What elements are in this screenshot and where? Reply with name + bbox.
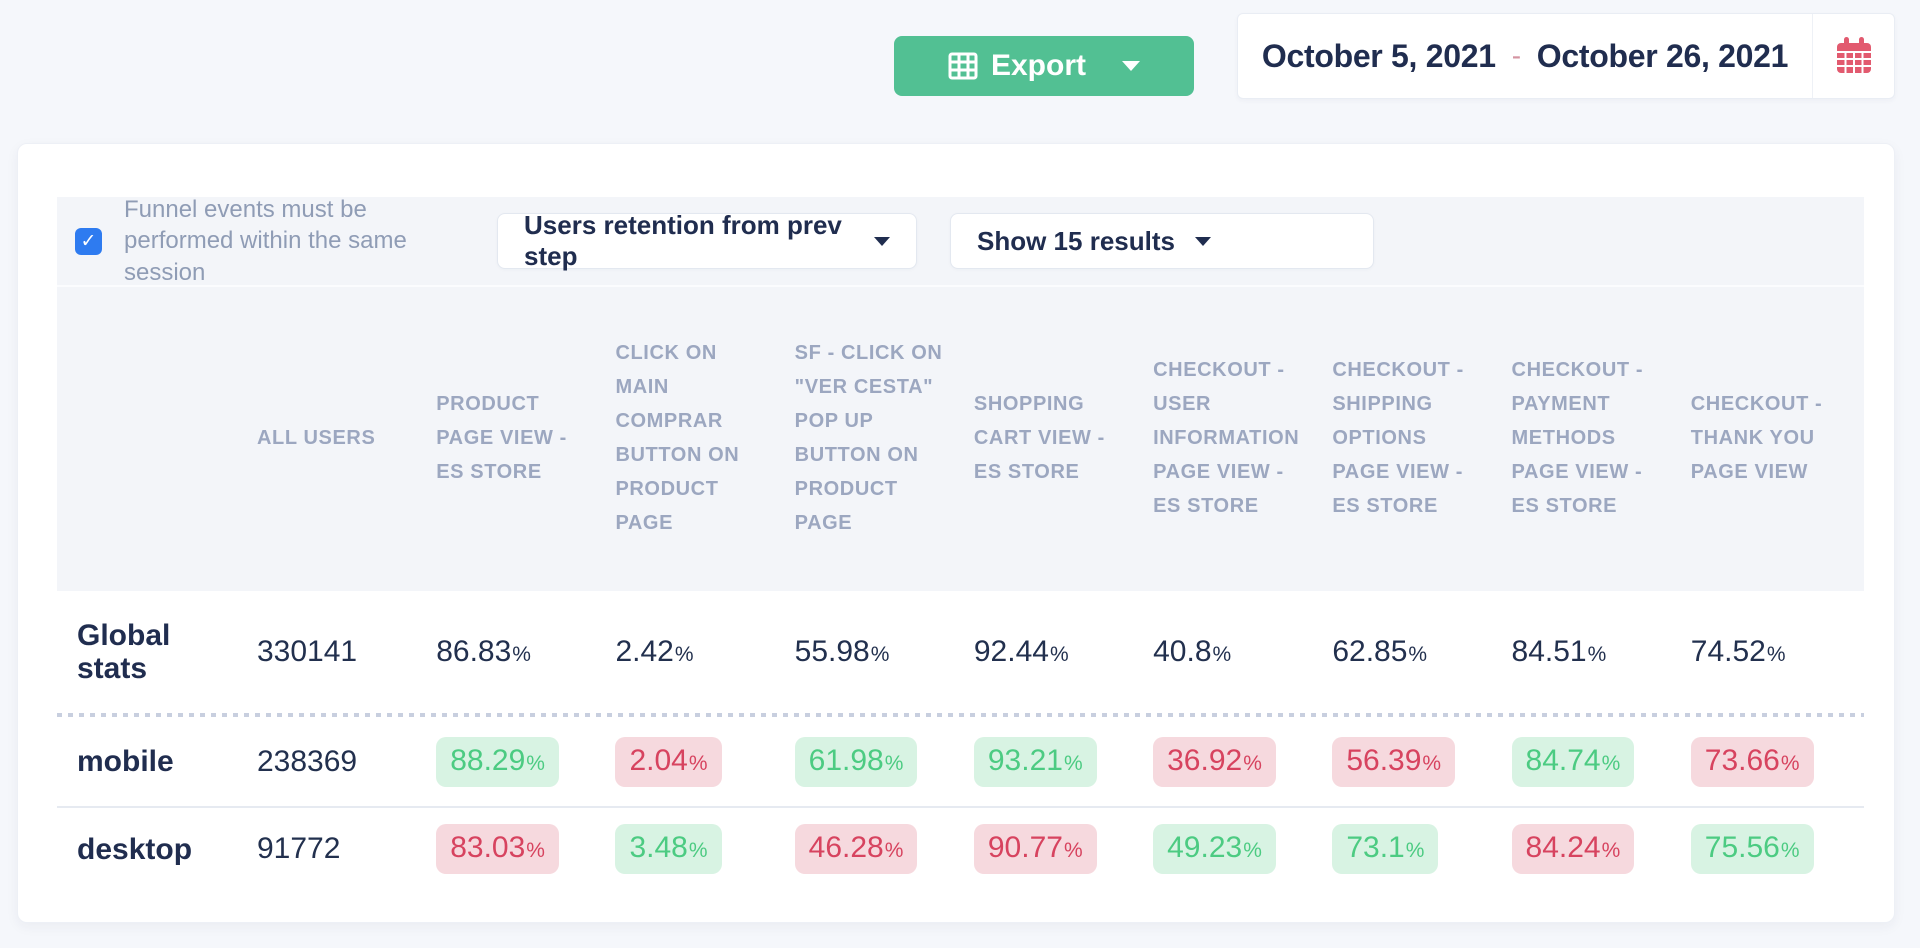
trend-badge-up: 73.1% [1332,824,1439,874]
row-label: desktop [77,832,193,866]
row-label: Global stats [77,619,171,685]
date-range-text: October 5, 2021 - October 26, 2021 [1238,14,1812,98]
calendar-icon-button[interactable] [1812,14,1894,98]
trend-badge-up: 84.74% [1511,736,1635,787]
trend-badge-up: 3.48% [615,824,722,874]
table-cell: 84.51% [1511,635,1607,668]
chevron-down-icon [1122,61,1140,71]
chevron-down-icon [874,236,890,246]
table-cell: 91772 [257,832,341,865]
table-cell: 86.83% [436,635,531,668]
same-session-checkbox[interactable]: ✓ [75,227,102,255]
table-cell: 46.28% [789,824,968,874]
table-cell: 238369 [257,744,358,778]
calendar-icon [1836,37,1871,73]
table-cell: 55.98% [794,635,890,668]
table-cell: 84.74% [1506,736,1685,787]
date-range-end: October 26, 2021 [1536,37,1789,74]
funnel-options-toolbar: ✓ Funnel events must be performed within… [57,195,1864,287]
trend-badge-down: 46.28% [794,824,918,874]
table-cell: 75.56% [1685,824,1864,874]
trend-badge-up: 88.29% [436,736,559,787]
row-label: mobile [77,745,174,778]
column-header: SHOPPING CART VIEW - ES STORE [973,393,1105,483]
column-header: CHECKOUT - SHIPPING OPTIONS PAGE VIEW - … [1332,359,1464,517]
trend-badge-down: 2.04% [615,736,722,787]
checkmark-icon: ✓ [80,230,97,252]
date-range-start: October 5, 2021 [1261,37,1496,74]
table-cell: 73.1% [1326,824,1505,874]
table-row-mobile: mobile 238369 88.29% 2.04% 61.98% 93.21% 36.92… [57,717,1864,806]
table-body: Global stats 330141 86.83% 2.42% 55.98% 92.44… [57,591,1864,890]
dotted-row-divider [57,713,1864,717]
table-cell: 56.39% [1326,736,1505,787]
retention-mode-value: Users retention from prev step [524,210,842,271]
chevron-down-icon [1194,236,1211,246]
column-header: SF - CLICK ON "VER CESTA" POP UP BUTTON … [794,342,943,534]
trend-badge-down: 84.24% [1511,824,1635,874]
trend-badge-up: 75.56% [1690,824,1814,874]
column-header: PRODUCT PAGE VIEW - ES STORE [436,393,567,483]
table-cell: 40.8% [1153,635,1232,668]
row-divider [57,806,1864,808]
column-header: CHECKOUT - THANK YOU PAGE VIEW [1690,393,1823,483]
table-cell: 2.04% [609,736,788,787]
table-grid-icon [948,52,978,80]
trend-badge-up: 61.98% [794,736,918,787]
table-cell: 49.23% [1147,824,1326,874]
trend-badge-down: 83.03% [436,824,559,874]
table-cell: 61.98% [789,736,968,787]
table-cell: 93.21% [968,736,1147,787]
table-cell: 73.66% [1685,736,1864,787]
trend-badge-down: 90.77% [973,824,1097,874]
table-row-desktop: desktop 91772 83.03% 3.48% 46.28% 90.77% 49.23… [57,808,1864,890]
table-cell: 36.92% [1147,736,1326,787]
results-count-select[interactable]: Show 15 results [950,213,1374,269]
trend-badge-up: 93.21% [973,736,1097,787]
table-cell: 62.85% [1332,635,1428,668]
date-range-separator: - [1511,40,1521,71]
table-cell: 74.52% [1690,635,1786,668]
table-row-global-stats: Global stats 330141 86.83% 2.42% 55.98% 92.44… [57,591,1864,713]
table-cell: 90.77% [968,824,1147,874]
table-cell: 83.03% [430,824,609,874]
table-cell: 88.29% [430,736,609,787]
date-range-picker[interactable]: October 5, 2021 - October 26, 2021 [1237,13,1895,99]
table-cell: 2.42% [615,635,694,668]
same-session-checkbox-label: Funnel events must be performed within t… [124,195,407,286]
trend-badge-up: 49.23% [1153,824,1276,874]
results-count-value: Show 15 results [977,225,1175,256]
trend-badge-down: 36.92% [1153,736,1276,787]
export-button-label: Export [990,49,1086,82]
table-cell: 84.24% [1506,824,1685,874]
export-button[interactable]: Export [894,36,1194,96]
table-cell: 3.48% [609,824,788,874]
retention-mode-select[interactable]: Users retention from prev step [497,210,917,271]
table-cell: 330141 [257,635,358,668]
column-header: CHECKOUT - USER INFORMATION PAGE VIEW - … [1153,359,1300,517]
top-toolbar: Export October 5, 2021 - October 26, 202… [0,0,1920,143]
trend-badge-down: 73.66% [1690,736,1814,787]
table-cell: 92.44% [973,635,1069,668]
column-header: CHECKOUT - PAYMENT METHODS PAGE VIEW - E… [1511,359,1644,517]
funnel-report-card: ✓ Funnel events must be performed within… [17,143,1895,923]
table-header-row: ALL USERS PRODUCT PAGE VIEW - ES STORE CLI… [57,287,1864,591]
column-header: ALL USERS [257,427,376,449]
table-header-panel: ✓ Funnel events must be performed within… [57,195,1864,591]
trend-badge-down: 56.39% [1332,736,1456,787]
column-header: CLICK ON MAIN COMPRAR BUTTON ON PRODUCT … [615,342,740,534]
